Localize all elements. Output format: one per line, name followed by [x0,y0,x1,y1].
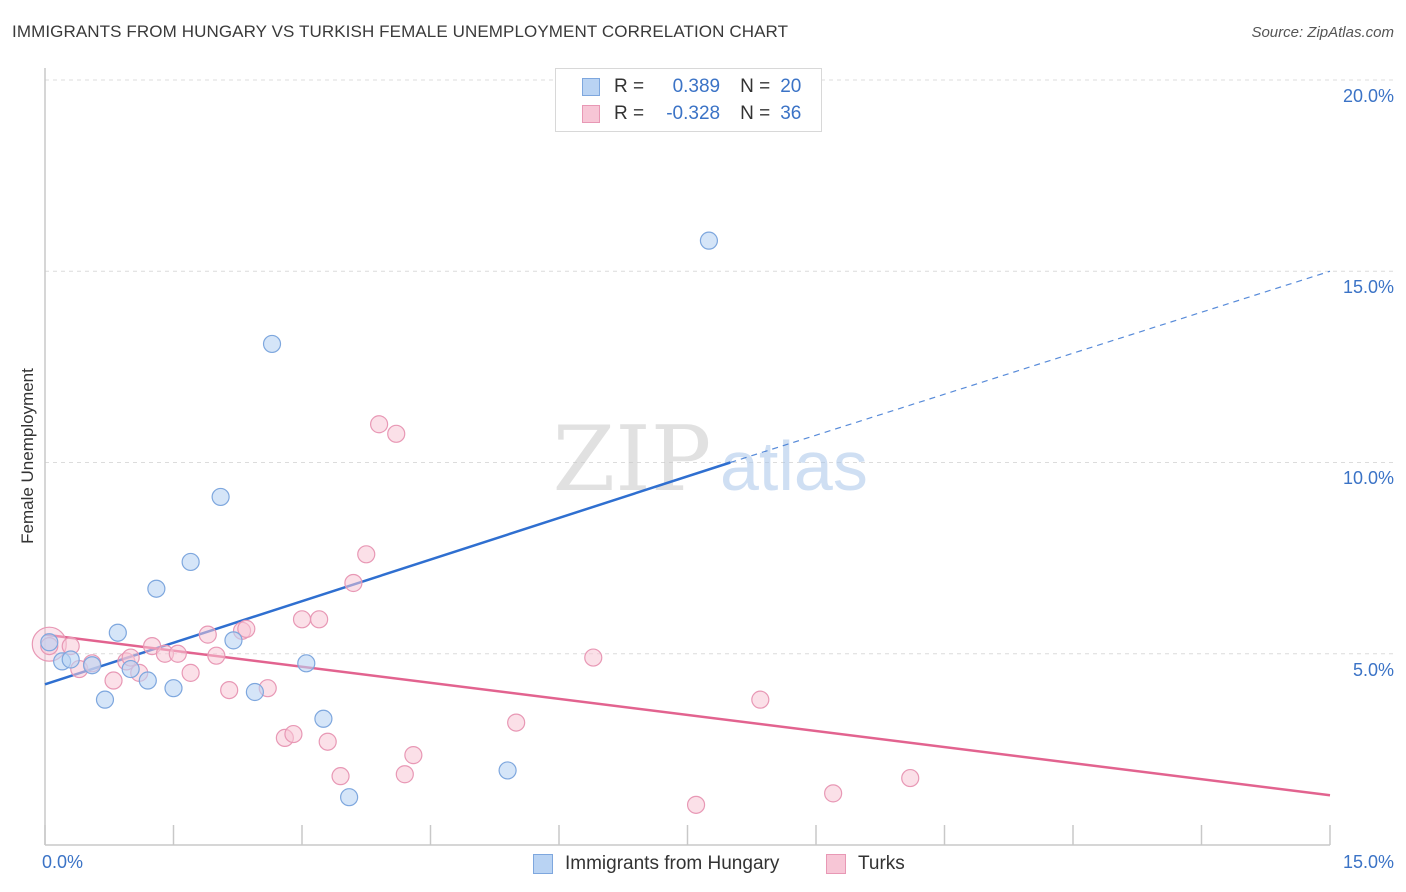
data-point-turks [198,625,217,644]
legend-r-label: R = [614,76,645,97]
data-point-turks [344,573,363,593]
trend-line-turks [44,633,1331,797]
legend-r-value-hungary: 0.389 [672,76,721,97]
data-point-turks [751,690,770,709]
source-label: Source: ZipAtlas.com [1251,24,1394,41]
data-point-hungary [147,579,166,598]
correlation-legend: R = 0.389 N = 20 R = -0.328 N = 36 [555,68,822,132]
data-point-hungary [262,334,282,354]
data-point-turks [237,619,256,638]
legend-n-value-turks: 36 [780,103,802,124]
data-point-turks [331,767,350,786]
bottom-legend-hungary: Immigrants from Hungary [533,852,779,876]
data-point-turks [370,415,389,434]
data-point-turks [404,746,423,765]
legend-n-label: N = [740,103,771,124]
data-point-hungary [121,659,140,679]
data-point-turks [318,732,337,751]
y-tick-label-20: 20.0% [1342,86,1394,106]
data-point-turks [901,768,920,788]
y-tick-label-15: 15.0% [1342,277,1394,297]
data-point-hungary [83,656,102,675]
data-point-turks [207,646,226,665]
data-point-turks [292,610,312,629]
data-point-turks [168,644,187,663]
legend-swatch-turks [582,105,600,123]
legend-swatch-hungary [582,78,600,96]
data-point-turks [181,663,200,682]
legend-row-turks: R = -0.328 N = 36 [582,102,801,126]
x-tick-label-min: 0.0% [42,852,84,872]
legend-r-value-turks: -0.328 [666,103,721,124]
watermark-zip: ZIP [553,407,712,512]
data-point-hungary [224,631,243,650]
legend-n-label: N = [740,76,771,97]
axes [44,68,1331,846]
data-point-hungary [181,552,200,572]
data-points [31,231,920,814]
bottom-legend-label-turks: Turks [858,853,905,874]
data-point-hungary [314,709,333,728]
data-point-hungary [297,654,316,673]
y-tick-label-5: 5.0% [1352,660,1394,680]
chart-title: IMMIGRANTS FROM HUNGARY VS TURKISH FEMAL… [12,22,789,41]
bottom-legend-swatch-turks [826,854,846,874]
data-point-hungary [95,690,115,709]
data-point-turks [104,671,123,690]
x-tick-label-max: 15.0% [1342,852,1394,872]
trend-lines [44,270,1331,797]
data-point-hungary [40,633,59,652]
data-point-hungary [138,671,157,690]
y-tick-label-10: 10.0% [1342,468,1394,488]
data-point-hungary [164,679,183,698]
bottom-legend-label-hungary: Immigrants from Hungary [565,853,780,874]
grid [45,79,1395,655]
trend-line-hungary-extension [730,270,1331,464]
data-point-turks [395,765,414,784]
data-point-turks [584,648,603,667]
legend-n-value-hungary: 20 [780,76,802,97]
data-point-turks [357,545,376,564]
bottom-legend-turks: Turks [826,852,905,876]
bottom-legend-swatch-hungary [533,854,553,874]
data-point-turks [387,424,406,443]
data-point-hungary [108,623,127,642]
data-point-hungary [498,761,517,780]
data-point-hungary [61,650,80,669]
legend-r-label: R = [614,103,645,124]
data-point-turks [310,610,329,629]
data-point-hungary [211,487,230,507]
data-point-turks [220,680,239,700]
data-point-turks [507,713,526,732]
data-point-turks [824,784,843,803]
data-point-turks [686,795,706,814]
data-point-turks [284,724,303,744]
data-point-hungary [245,682,264,702]
watermark: ZIP atlas [553,407,868,512]
data-point-hungary [340,788,359,807]
data-point-hungary [699,231,719,250]
watermark-atlas: atlas [720,427,868,505]
legend-row-hungary: R = 0.389 N = 20 [582,75,801,99]
